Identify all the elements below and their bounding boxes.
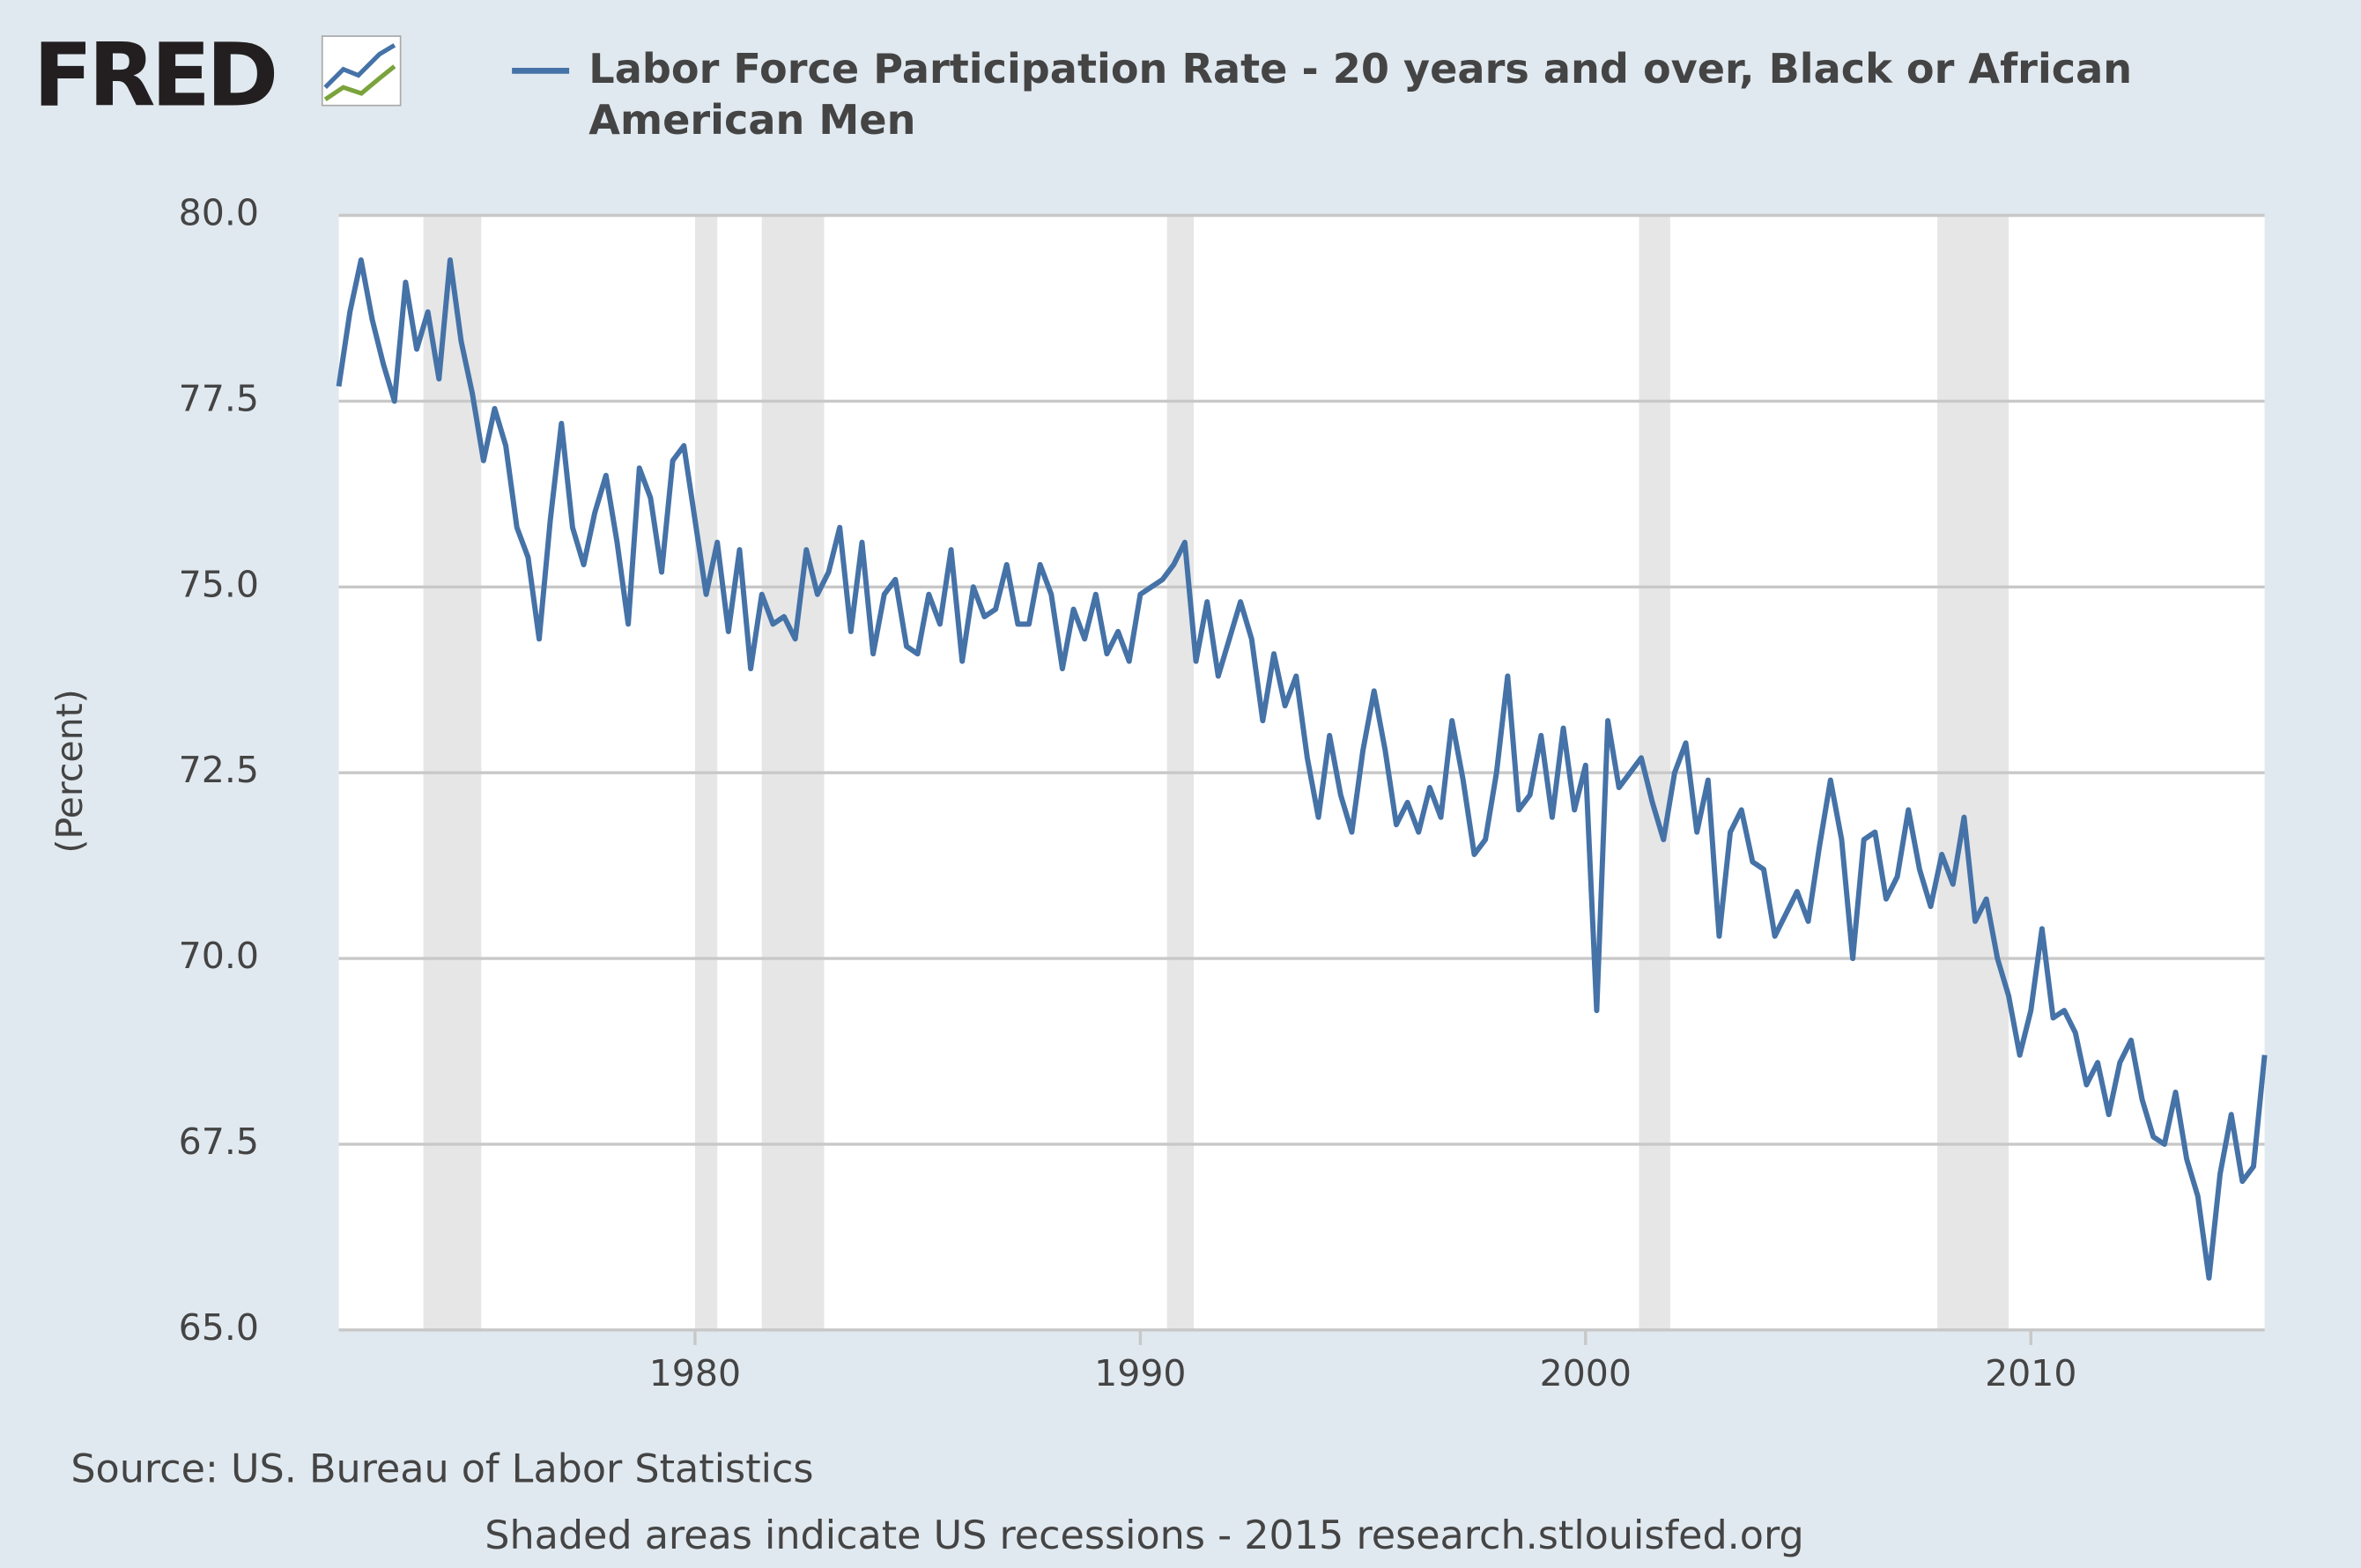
logo-icon [321, 35, 402, 107]
data-line [336, 257, 2268, 1281]
y-tick-label: 75.0 [179, 563, 259, 605]
legend-title: Labor Force Participation Rate - 20 year… [588, 47, 2133, 145]
footer: Shaded areas indicate US recessions - 20… [485, 1513, 1803, 1558]
y-tick-label: 77.5 [179, 377, 259, 419]
y-tick-label: 70.0 [179, 935, 259, 977]
x-tick-label: 1990 [1094, 1352, 1186, 1394]
y-tick-label: 67.5 [179, 1121, 259, 1163]
y-axis-label: (Percent) [48, 689, 91, 853]
x-tick-label: 2000 [1540, 1352, 1632, 1394]
x-tick-label: 1980 [649, 1352, 741, 1394]
y-tick-label: 65.0 [179, 1306, 259, 1349]
x-tick-label: 2010 [1985, 1352, 2076, 1394]
y-tick-label: 72.5 [179, 749, 259, 791]
source: Source: US. Bureau of Labor Statistics [70, 1447, 813, 1492]
y-tick-label: 80.0 [179, 192, 259, 234]
logo: FRED [33, 24, 279, 127]
